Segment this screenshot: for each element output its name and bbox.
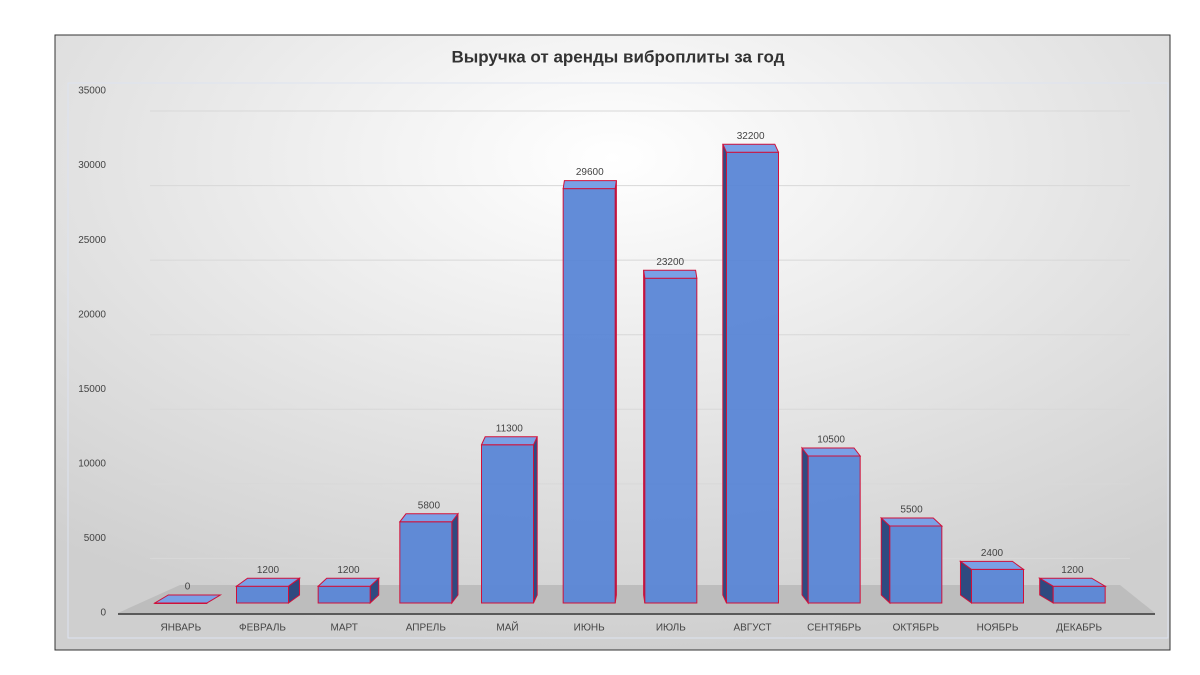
bar	[1037, 577, 1107, 604]
plot-frame	[67, 82, 1169, 639]
bar-top	[958, 560, 1026, 570]
bar-front	[399, 521, 453, 604]
x-tick-label: ИЮНЬ	[574, 623, 606, 634]
x-tick-label: АПРЕЛЬ	[406, 623, 447, 634]
x-tick-label: ОКТЯБРЬ	[893, 623, 940, 634]
x-tick-label: СЕНТЯБРЬ	[807, 623, 861, 634]
bar	[316, 577, 381, 605]
x-tick-label: ЯНВАРЬ	[160, 623, 201, 634]
y-tick-label: 30000	[78, 160, 106, 171]
y-tick-label: 20000	[78, 309, 106, 320]
value-label: 1200	[257, 565, 280, 576]
bar-front	[236, 585, 289, 604]
bar	[234, 577, 302, 604]
bar	[643, 269, 698, 604]
bar-side	[801, 446, 809, 605]
bar-side	[451, 512, 459, 605]
y-tick-label: 25000	[78, 235, 106, 246]
bar-side	[880, 516, 891, 605]
bar-front	[562, 188, 616, 604]
bar-top	[480, 436, 538, 446]
bar-front	[481, 444, 534, 604]
value-label: 32200	[737, 131, 765, 142]
value-label: 1200	[1061, 565, 1084, 576]
y-tick-label: 10000	[78, 458, 106, 469]
value-label: 11300	[496, 423, 524, 434]
bar-top	[316, 577, 381, 587]
x-tick-label: МАЙ	[496, 621, 518, 634]
x-tick-label: МАРТ	[330, 623, 357, 634]
y-tick-label: 35000	[78, 86, 106, 97]
bar-front	[971, 568, 1024, 604]
bar	[801, 446, 862, 605]
value-label: 10500	[817, 435, 845, 446]
bar-top	[398, 513, 459, 523]
bar-top	[234, 577, 302, 587]
x-tick-label: ДЕКАБРЬ	[1056, 623, 1102, 634]
bar-top	[643, 269, 698, 279]
y-tick-label: 0	[100, 608, 106, 619]
bar-front	[644, 277, 698, 604]
bar	[562, 180, 617, 604]
bar-front	[807, 455, 861, 604]
x-tick-label: ФЕВРАЛЬ	[239, 623, 286, 634]
bar	[958, 560, 1026, 604]
value-label: 29600	[576, 167, 604, 178]
bar-front	[1052, 585, 1106, 604]
x-tick-label: ИЮЛЬ	[656, 623, 686, 634]
bar-top	[1037, 577, 1107, 587]
value-label: 5500	[900, 505, 923, 516]
x-tick-label: АВГУСТ	[733, 623, 771, 634]
bar-top	[562, 180, 617, 190]
bar-top	[879, 517, 944, 527]
bar-side	[722, 143, 727, 604]
bar	[722, 143, 780, 604]
value-label: 5800	[418, 500, 441, 511]
value-label: 0	[185, 582, 191, 593]
chart-title: Выручка от аренды виброплиты за год	[451, 47, 784, 66]
y-tick-label: 5000	[84, 533, 107, 544]
bar	[480, 436, 538, 604]
bar-front	[889, 525, 943, 604]
value-label: 1200	[337, 565, 360, 576]
y-tick-label: 15000	[78, 384, 106, 395]
bar-top	[153, 594, 223, 604]
bar	[398, 512, 459, 605]
x-tick-label: НОЯБРЬ	[977, 623, 1019, 634]
bar	[879, 516, 944, 605]
bar-front	[726, 151, 779, 604]
bar-top	[801, 447, 862, 457]
value-label: 23200	[656, 257, 684, 268]
bar-front	[317, 585, 371, 604]
value-label: 2400	[981, 548, 1004, 559]
bar	[153, 594, 223, 604]
bar-side	[533, 436, 538, 604]
bar-top	[722, 143, 780, 153]
